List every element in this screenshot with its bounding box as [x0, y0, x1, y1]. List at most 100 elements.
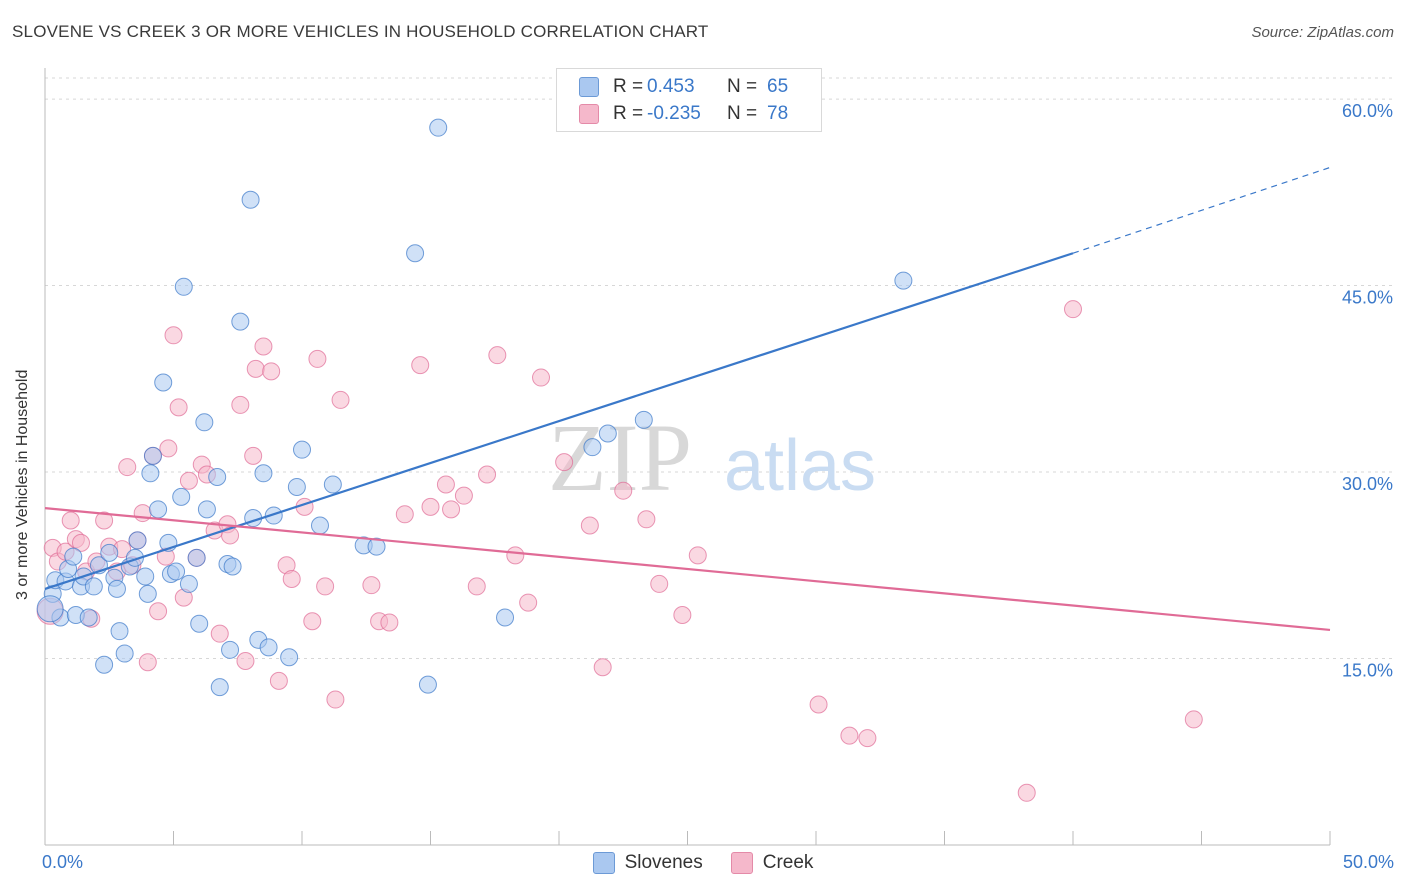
source-label: Source: ZipAtlas.com	[1251, 24, 1394, 41]
slovenes-point	[254, 464, 273, 483]
r-value: -0.235	[647, 103, 701, 124]
y-tick-labels: 15.0% 30.0% 45.0% 60.0%	[1342, 101, 1393, 680]
slovenes-point	[179, 574, 198, 593]
watermark-atlas: atlas	[724, 426, 876, 506]
creek-point	[326, 690, 345, 709]
slovenes-point	[79, 608, 98, 627]
legend-item-creek: Creek	[730, 852, 814, 874]
slovenes-trend-extension	[1072, 166, 1331, 254]
legend-row-slovenes: R = 0.453 N = 65	[579, 75, 788, 99]
creek-points	[36, 300, 1203, 802]
creek-point	[231, 395, 250, 414]
slovenes-point	[141, 464, 160, 483]
creek-point	[637, 510, 656, 529]
r-label: R =	[613, 103, 644, 124]
watermark: ZIP atlas	[548, 404, 876, 511]
legend-label-slovenes: Slovenes	[624, 852, 703, 873]
creek-point	[316, 577, 335, 596]
creek-point	[650, 574, 669, 593]
series-legend: Slovenes Creek	[0, 852, 1406, 874]
creek-point	[614, 481, 633, 500]
slovenes-points	[36, 118, 913, 697]
n-label: N =	[727, 76, 758, 97]
slovenes-point	[95, 655, 114, 674]
y-tick-label: 60.0%	[1342, 101, 1393, 121]
y-axis-label: 3 or more Vehicles in Household	[14, 369, 31, 600]
creek-point	[221, 526, 240, 545]
slovenes-point	[406, 244, 425, 263]
slovenes-point	[323, 475, 342, 494]
slovenes-point	[172, 487, 191, 506]
slovenes-point	[36, 595, 64, 623]
creek-point	[467, 577, 486, 596]
creek-point	[395, 505, 414, 524]
slovenes-point	[187, 548, 206, 567]
creek-point	[593, 658, 612, 677]
n-label: N =	[727, 103, 758, 124]
slovenes-point	[84, 577, 103, 596]
legend-swatch-creek	[730, 852, 753, 874]
creek-point	[1017, 783, 1036, 802]
slovenes-point	[598, 424, 617, 443]
chart-title: SLOVENE VS CREEK 3 OR MORE VEHICLES IN H…	[12, 22, 709, 41]
creek-point	[858, 729, 877, 748]
slovenes-trend-line	[44, 252, 1074, 590]
slovenes-point	[110, 622, 129, 641]
slovenes-point	[195, 413, 214, 432]
slovenes-point	[149, 500, 168, 519]
n-value: 65	[767, 76, 789, 97]
slovenes-point	[221, 640, 240, 659]
creek-point	[303, 612, 322, 631]
slovenes-point	[583, 438, 602, 457]
creek-point	[673, 606, 692, 625]
y-tick-label: 30.0%	[1342, 474, 1393, 494]
creek-point	[532, 368, 551, 387]
creek-point	[580, 516, 599, 535]
creek-point	[1064, 300, 1082, 319]
creek-point	[71, 533, 90, 552]
n-value: 78	[767, 103, 789, 124]
slovenes-point	[190, 614, 209, 633]
slovenes-point	[293, 440, 311, 459]
slovenes-point	[197, 500, 216, 519]
creek-point	[246, 359, 265, 378]
stats-legend: R = 0.453 N = 65 R = -0.235 N = 78	[556, 68, 822, 132]
creek-point	[1184, 710, 1203, 729]
creek-point	[308, 349, 327, 368]
x-min-label: 0.0%	[42, 852, 84, 872]
slovenes-point	[259, 638, 278, 657]
slovenes-point	[223, 557, 242, 576]
creek-point	[254, 337, 273, 356]
r-value: 0.453	[647, 76, 695, 97]
slovenes-point	[143, 446, 162, 465]
axes	[44, 68, 1331, 846]
x-max-label: 50.0%	[1342, 852, 1394, 872]
creek-point	[61, 511, 80, 530]
creek-point	[478, 465, 497, 484]
creek-trend-line	[44, 506, 1331, 632]
slovenes-point	[64, 547, 83, 566]
creek-point	[179, 471, 198, 490]
legend-label-creek: Creek	[762, 852, 814, 873]
slovenes-point	[418, 675, 437, 694]
creek-point	[809, 695, 828, 714]
creek-point	[138, 653, 157, 672]
y-tick-label: 15.0%	[1342, 661, 1393, 681]
slovenes-point	[167, 562, 186, 581]
creek-point	[442, 500, 461, 519]
creek-point	[840, 726, 859, 745]
legend-swatch-slovenes	[592, 852, 615, 874]
legend-swatch-slovenes	[579, 77, 599, 97]
creek-point	[95, 511, 114, 530]
slovenes-point	[100, 543, 119, 562]
creek-point	[519, 593, 538, 612]
slovenes-point	[496, 608, 515, 627]
slovenes-point	[174, 277, 193, 296]
creek-point	[236, 652, 255, 671]
creek-point	[421, 497, 440, 516]
creek-point	[169, 398, 188, 417]
slovenes-point	[367, 537, 386, 556]
creek-point	[282, 569, 301, 588]
creek-point	[506, 546, 525, 565]
